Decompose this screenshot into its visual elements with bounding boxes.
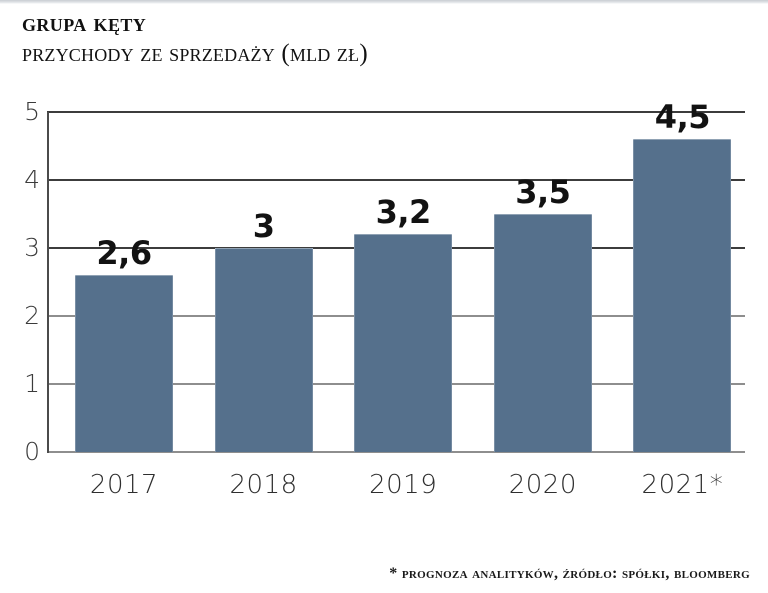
gridline-4: [47, 179, 745, 181]
bar-value-label: 4,5: [654, 98, 711, 137]
bar-slot: 4,5: [633, 101, 732, 452]
bar-value-label: 3,5: [515, 173, 571, 211]
y-axis-line: [47, 112, 49, 453]
bar[interactable]: [354, 234, 453, 452]
x-tick-label-2021-forecast: 2021*: [641, 470, 724, 500]
bar[interactable]: [493, 214, 592, 452]
source-footnote: * Prognoza analityków, źródło: Spółki, B…: [389, 565, 750, 582]
bar[interactable]: [214, 248, 313, 452]
page-subtitle: Przychody ze sprzedaży (mld zł): [22, 40, 368, 67]
bar-slot: 3: [214, 112, 313, 452]
bar-value-label: 3: [252, 207, 275, 245]
top-divider-band: [0, 0, 768, 4]
bar-slot: 2,6: [75, 112, 173, 452]
x-tick-label-2020: 2020: [508, 470, 577, 500]
y-tick-label-4: 4: [24, 165, 40, 194]
y-tick-label-2: 2: [24, 301, 40, 330]
bar-value-label: 2,6: [96, 234, 152, 273]
y-tick-label-3: 3: [24, 233, 40, 262]
y-tick-label-5: 5: [24, 97, 40, 126]
chart-header: Grupa Kęty Przychody ze sprzedaży (mld z…: [22, 8, 742, 69]
x-tick-label-2018: 2018: [229, 470, 298, 500]
y-tick-label-0: 0: [24, 437, 40, 466]
bar[interactable]: [633, 139, 732, 452]
x-tick-label-2017: 2017: [89, 470, 159, 500]
gridline-0: [47, 451, 745, 453]
x-axis-tick-labels: 2017 2018 2019 2020 2021*: [47, 470, 745, 510]
y-tick-label-1: 1: [24, 369, 40, 398]
gridline-5: [47, 111, 745, 113]
bar-slot: 3,5: [493, 112, 592, 452]
x-tick-label-2019: 2019: [369, 470, 438, 500]
bar-value-label: 3,2: [375, 193, 432, 232]
bar-slot: 3,2: [354, 112, 453, 452]
page-title: Grupa Kęty: [22, 8, 147, 37]
bar[interactable]: [75, 275, 173, 452]
chart-bars: 2,6 3 3,2 3,5 4,5: [47, 101, 745, 452]
y-axis-tick-labels: 0 1 2 3 4 5: [0, 99, 40, 464]
